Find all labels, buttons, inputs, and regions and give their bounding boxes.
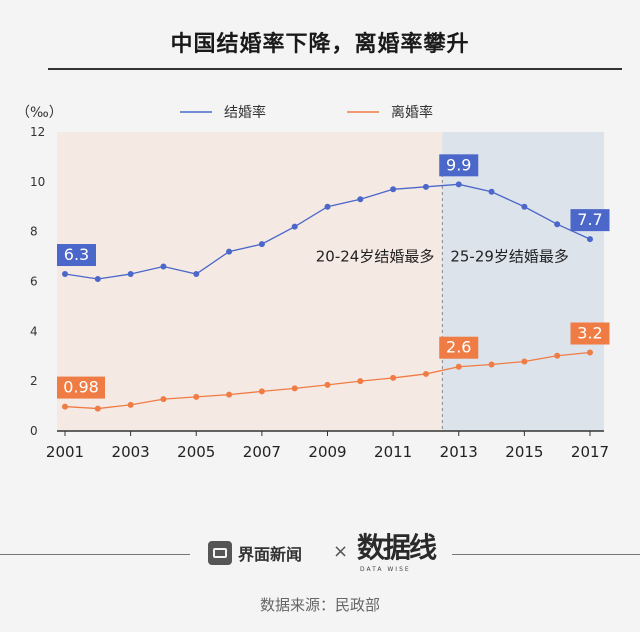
data-point-0 <box>422 183 429 190</box>
times-sign: × <box>333 541 349 562</box>
data-source: 数据来源：民政部 <box>259 596 380 614</box>
value-label-text: 9.9 <box>446 155 471 174</box>
brand-logo: 界面新闻 <box>208 541 302 565</box>
data-point-0 <box>324 203 331 210</box>
y-tick-label: 12 <box>30 125 45 139</box>
data-point-0 <box>521 203 528 210</box>
y-tick-label: 6 <box>30 275 38 289</box>
chart-title: 中国结婚率下降，离婚率攀升 <box>170 32 470 57</box>
value-label-box <box>570 209 610 232</box>
data-point-0 <box>357 196 364 203</box>
value-label: 3.2 <box>570 322 610 345</box>
value-label-box <box>570 322 610 345</box>
data-point-1 <box>521 358 528 365</box>
data-point-1 <box>554 352 561 359</box>
data-point-1 <box>62 403 68 410</box>
y-tick-label: 4 <box>30 324 38 338</box>
data-point-0 <box>160 263 167 270</box>
data-point-0 <box>587 236 593 243</box>
data-point-0 <box>291 223 298 230</box>
brand-icon <box>208 541 232 565</box>
x-tick-label: 2011 <box>374 443 412 461</box>
y-tick-label: 8 <box>30 225 38 239</box>
x-tick-label: 2003 <box>112 443 150 461</box>
value-label-box <box>439 336 479 359</box>
line-chart: 0 2 4 6 8 10 12 （‰） 2001 2003 2005 2007 2009 2011 2013… <box>16 104 610 461</box>
footer-divider-left <box>0 554 190 555</box>
legend-label-1: 离婚率 <box>391 104 433 121</box>
x-tick-label: 2005 <box>177 443 215 461</box>
value-label-text: 6.3 <box>64 245 89 264</box>
data-point-1 <box>160 396 167 403</box>
title-divider <box>48 68 622 70</box>
value-label: 6.3 <box>57 244 96 267</box>
period-background-right <box>442 132 604 431</box>
data-point-1 <box>587 349 593 356</box>
annotation-right: 25-29岁结婚最多 <box>450 248 569 266</box>
data-point-1 <box>455 363 462 370</box>
data-point-0 <box>94 276 101 283</box>
data-point-0 <box>193 271 200 278</box>
period-background-left <box>57 132 443 431</box>
value-label: 7.7 <box>570 209 610 232</box>
value-label-text: 7.7 <box>577 210 602 229</box>
data-point-0 <box>488 188 495 195</box>
data-point-1 <box>291 385 298 392</box>
value-label: 2.6 <box>439 336 479 359</box>
data-point-1 <box>258 388 265 395</box>
y-tick-label: 0 <box>30 424 38 438</box>
value-label-box <box>439 154 479 177</box>
footer-divider-right <box>452 554 640 555</box>
data-point-0 <box>455 181 462 188</box>
data-point-1 <box>324 381 331 388</box>
x-tick-label: 2017 <box>571 443 609 461</box>
value-label: 9.9 <box>439 154 479 177</box>
data-point-0 <box>390 186 397 193</box>
data-point-0 <box>258 241 265 248</box>
data-point-0 <box>62 271 68 278</box>
partner-logo: 数据线 <box>357 531 437 564</box>
value-label: 0.98 <box>57 376 105 399</box>
brand-name: 界面新闻 <box>238 545 303 564</box>
y-axis-unit: （‰） <box>16 105 63 121</box>
data-point-0 <box>226 248 233 255</box>
data-point-1 <box>193 393 200 400</box>
value-label-text: 3.2 <box>577 324 602 343</box>
partner-logo-subtitle: DATA WISE <box>360 566 411 573</box>
annotation-left: 20-24岁结婚最多 <box>316 248 435 266</box>
data-point-0 <box>127 271 134 278</box>
x-tick-label: 2007 <box>243 443 281 461</box>
value-label-box <box>57 244 96 267</box>
data-point-1 <box>488 361 495 368</box>
value-label-text: 2.6 <box>446 338 471 357</box>
data-point-1 <box>422 370 429 377</box>
y-tick-label: 10 <box>30 175 45 189</box>
x-tick-label: 2013 <box>440 443 478 461</box>
data-point-1 <box>390 374 397 381</box>
data-point-1 <box>94 405 101 412</box>
data-point-1 <box>357 378 364 385</box>
data-point-0 <box>554 221 561 228</box>
x-tick-label: 2009 <box>308 443 346 461</box>
x-tick-label: 2015 <box>505 443 543 461</box>
x-tick-label: 2001 <box>46 443 84 461</box>
y-tick-label: 2 <box>30 374 38 388</box>
value-label-text: 0.98 <box>63 378 99 397</box>
legend-label-0: 结婚率 <box>224 104 266 121</box>
value-label-box <box>57 376 105 399</box>
data-point-1 <box>127 401 134 408</box>
data-point-1 <box>226 391 233 398</box>
